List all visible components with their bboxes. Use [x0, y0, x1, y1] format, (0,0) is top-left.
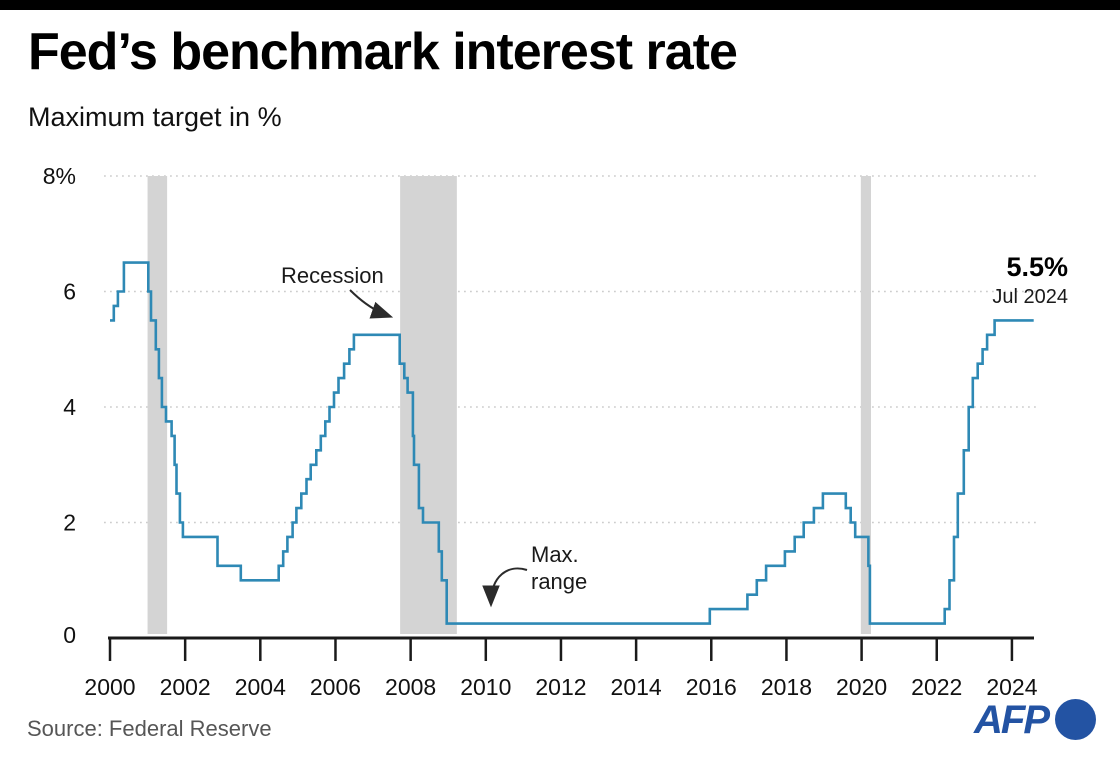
recession-band-2 [860, 176, 871, 634]
rate-line [110, 261, 1034, 625]
x-tick-label-2006: 2006 [310, 674, 361, 700]
x-tick-label-2020: 2020 [836, 674, 887, 700]
x-tick-label-2012: 2012 [535, 674, 586, 700]
recession-arrow-path [349, 289, 394, 319]
recession-arrow [349, 289, 394, 319]
y-tick-label-2: 2 [63, 510, 76, 536]
x-tick-label-2016: 2016 [686, 674, 737, 700]
afp-logo-circle [1055, 699, 1096, 740]
latest-value-annotation: 5.5% Jul 2024 [992, 252, 1068, 309]
max-range-label-line2: range [531, 569, 588, 594]
page-title: Fed’s benchmark interest rate [28, 23, 738, 81]
x-tick-label-2004: 2004 [235, 674, 286, 700]
x-tick-label-2002: 2002 [160, 674, 211, 700]
x-tick-label-2014: 2014 [611, 674, 662, 700]
chart-subtitle: Maximum target in % [28, 102, 282, 132]
recession-annotation: Recession [281, 263, 384, 289]
max-range-annotation: Max. range [531, 541, 587, 595]
y-tick-label-8: 8% [43, 163, 76, 189]
latest-value: 5.5% [1006, 252, 1068, 282]
y-tick-label-4: 4 [63, 394, 76, 420]
afp-logo: AFP [974, 699, 1096, 740]
top-bar [0, 0, 1120, 10]
x-tick-label-2018: 2018 [761, 674, 812, 700]
x-tick-label-2024: 2024 [986, 674, 1037, 700]
afp-logo-text: AFP [974, 697, 1050, 742]
y-tick-label-6: 6 [63, 279, 76, 305]
max-range-arrow-path [482, 567, 528, 608]
y-tick-label-0: 0 [63, 622, 76, 648]
x-tick-label-2008: 2008 [385, 674, 436, 700]
x-tick-label-2010: 2010 [460, 674, 511, 700]
recession-band-1 [400, 176, 457, 634]
source-note: Source: Federal Reserve [27, 716, 272, 741]
max-range-label-line1: Max. [531, 542, 579, 567]
max-range-arrow [482, 567, 528, 608]
recession-band-0 [147, 176, 168, 634]
x-tick-label-2000: 2000 [84, 674, 135, 700]
recession-label: Recession [281, 263, 384, 288]
latest-date: Jul 2024 [992, 286, 1068, 308]
x-tick-label-2022: 2022 [911, 674, 962, 700]
